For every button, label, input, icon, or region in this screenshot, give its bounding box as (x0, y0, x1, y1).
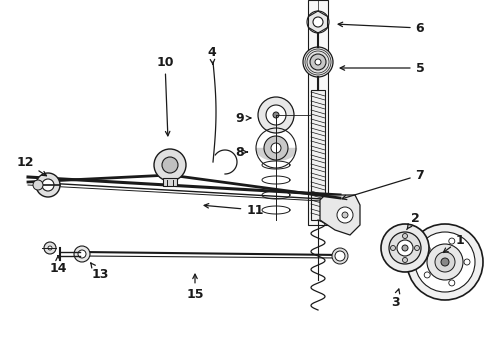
Circle shape (258, 97, 294, 133)
Circle shape (48, 246, 52, 250)
Text: 10: 10 (156, 55, 174, 136)
Circle shape (335, 251, 345, 261)
Circle shape (315, 59, 321, 65)
Circle shape (435, 252, 455, 272)
Circle shape (464, 259, 470, 265)
Circle shape (42, 179, 54, 191)
Bar (308, 0, 328, 225)
Text: 7: 7 (342, 168, 424, 199)
Text: 6: 6 (338, 22, 424, 35)
Circle shape (415, 246, 419, 251)
Circle shape (391, 246, 395, 251)
Polygon shape (320, 195, 360, 235)
Circle shape (381, 224, 429, 272)
Circle shape (397, 240, 413, 256)
Circle shape (78, 250, 86, 258)
Circle shape (449, 280, 455, 286)
Circle shape (402, 245, 408, 251)
Circle shape (271, 143, 281, 153)
Text: 12: 12 (16, 156, 47, 176)
Bar (163, 178, 177, 186)
Circle shape (264, 136, 288, 160)
Circle shape (402, 234, 408, 239)
Circle shape (74, 246, 90, 262)
Text: 14: 14 (49, 256, 67, 274)
Circle shape (407, 224, 483, 300)
Circle shape (307, 11, 329, 33)
Circle shape (310, 54, 326, 70)
Circle shape (273, 112, 279, 118)
Circle shape (303, 47, 333, 77)
Text: 1: 1 (443, 234, 465, 252)
Circle shape (389, 232, 421, 264)
Text: 8: 8 (236, 145, 247, 158)
Circle shape (36, 173, 60, 197)
Bar (311, 90, 325, 220)
Circle shape (415, 232, 475, 292)
Text: 4: 4 (208, 45, 217, 64)
Text: 2: 2 (407, 212, 419, 230)
Circle shape (449, 238, 455, 244)
Circle shape (313, 17, 323, 27)
Circle shape (266, 105, 286, 125)
Circle shape (154, 149, 186, 181)
Circle shape (424, 246, 430, 252)
Circle shape (332, 248, 348, 264)
Circle shape (427, 244, 463, 280)
Circle shape (162, 157, 178, 173)
Circle shape (337, 207, 353, 223)
Circle shape (342, 212, 348, 218)
Circle shape (402, 257, 408, 262)
Circle shape (441, 258, 449, 266)
Circle shape (424, 272, 430, 278)
Text: 15: 15 (186, 274, 204, 302)
Circle shape (44, 242, 56, 254)
Text: 5: 5 (340, 62, 424, 75)
Circle shape (33, 180, 43, 190)
Text: 9: 9 (236, 112, 251, 125)
Text: 13: 13 (91, 263, 109, 282)
Text: 11: 11 (204, 203, 264, 216)
Text: 3: 3 (391, 289, 400, 309)
